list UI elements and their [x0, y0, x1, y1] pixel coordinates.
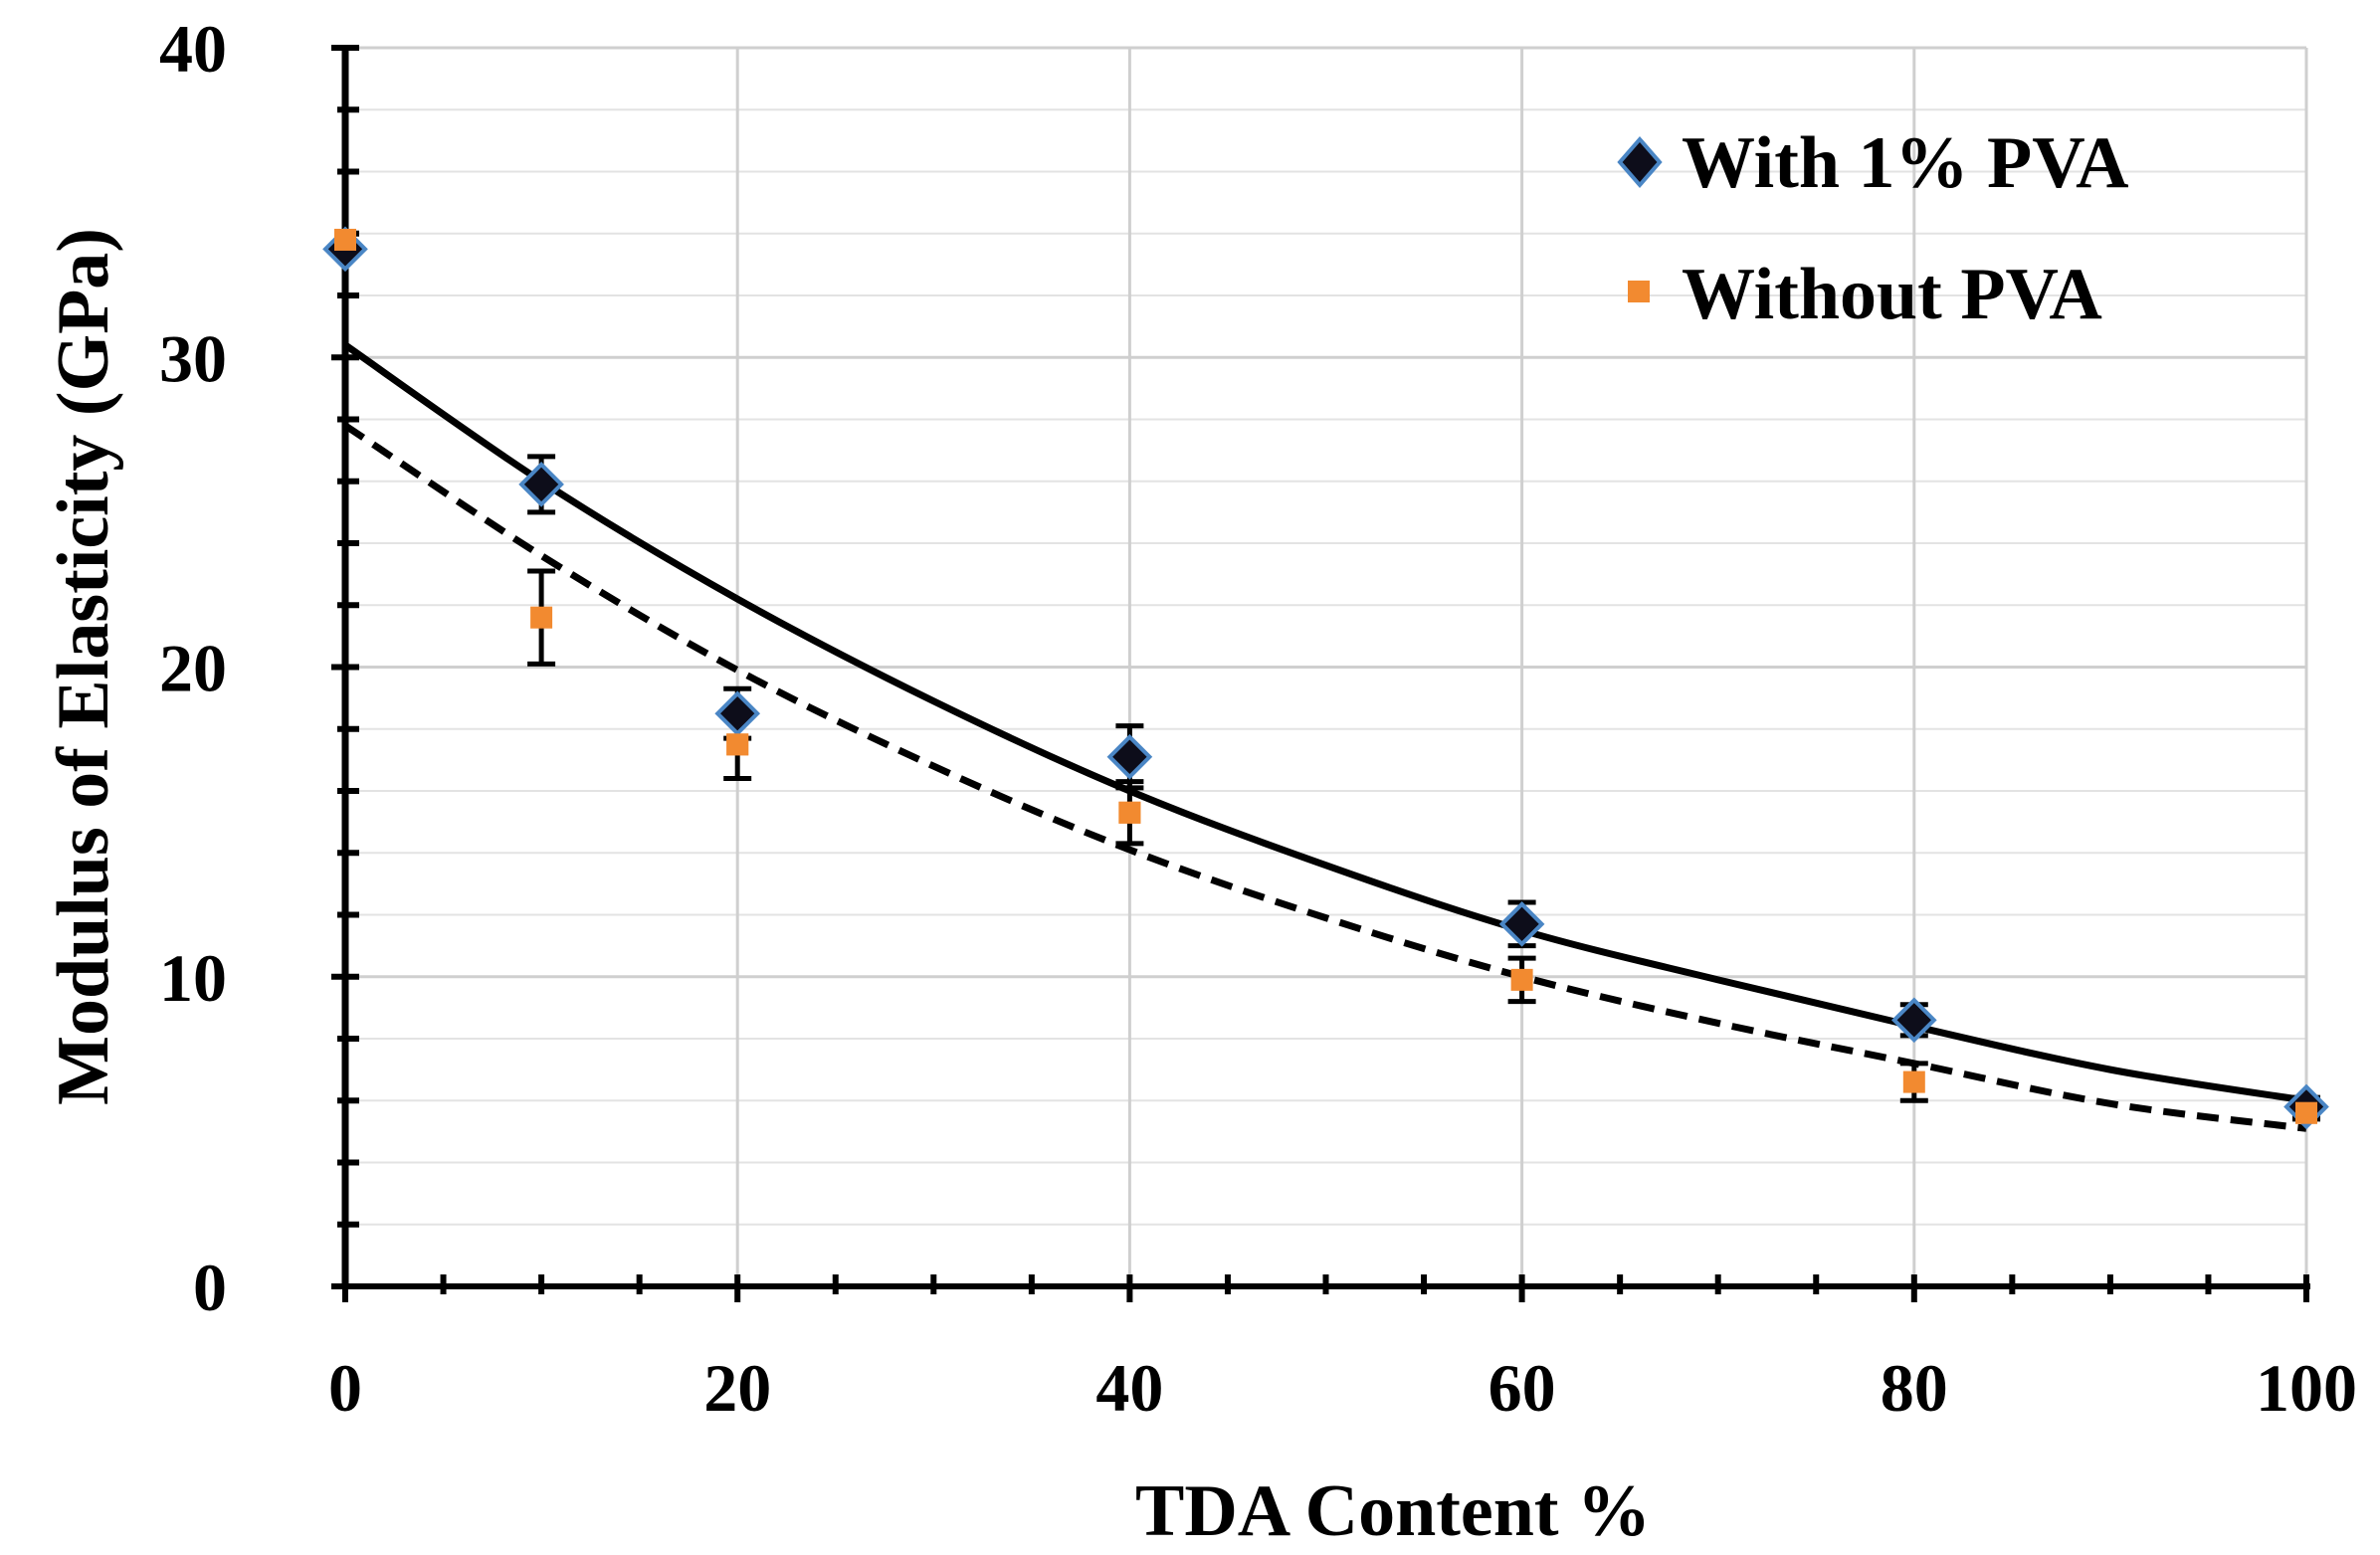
x-tick-label: 60: [1488, 1350, 1556, 1426]
tick-labels: 0 10 20 30 40 0 20 40 60 80 100: [159, 11, 2357, 1426]
markers: [322, 226, 2329, 1130]
data-point-with-pva: [1106, 733, 1153, 780]
data-point-without-pva: [1902, 1070, 1925, 1093]
y-tick-label: 20: [159, 631, 227, 706]
error-bars: [527, 454, 2320, 1122]
y-tick-label: 40: [159, 11, 227, 87]
data-point-with-pva: [1498, 901, 1545, 947]
x-tick-label: 80: [1881, 1350, 1948, 1426]
x-axis-title: TDA Content %: [1135, 1470, 1651, 1552]
legend-marker-without-pva: [1628, 281, 1650, 302]
data-point-without-pva: [726, 733, 749, 756]
y-tick-label: 10: [159, 940, 227, 1016]
data-point-without-pva: [334, 228, 356, 251]
grid: [345, 46, 2308, 1286]
legend: With 1% PVA Without PVA: [1617, 122, 2129, 335]
data-point-with-pva: [518, 462, 564, 507]
data-point-with-pva: [1890, 997, 1937, 1044]
data-point-without-pva: [1510, 968, 1533, 991]
x-tick-label: 100: [2256, 1350, 2357, 1426]
ticks: [331, 45, 2309, 1302]
x-tick-label: 20: [703, 1350, 771, 1426]
y-axis-title: Modulus of Elasticity (GPa): [43, 228, 124, 1105]
data-point-without-pva: [1118, 801, 1141, 824]
trendline-without-pva: [343, 422, 2307, 1132]
trendlines: [343, 341, 2307, 1132]
data-point-without-pva: [530, 606, 553, 629]
y-tick-label: 0: [193, 1250, 227, 1325]
data-point-with-pva: [714, 690, 761, 737]
legend-label-without-pva: Without PVA: [1682, 254, 2102, 335]
y-tick-label: 30: [159, 320, 227, 396]
legend-marker-with-pva: [1617, 135, 1663, 189]
legend-label-with-pva: With 1% PVA: [1682, 122, 2129, 204]
trendline-with-pva: [343, 341, 2307, 1104]
data-point-without-pva: [2295, 1101, 2317, 1124]
x-tick-label: 0: [328, 1350, 362, 1426]
x-tick-label: 40: [1095, 1350, 1163, 1426]
